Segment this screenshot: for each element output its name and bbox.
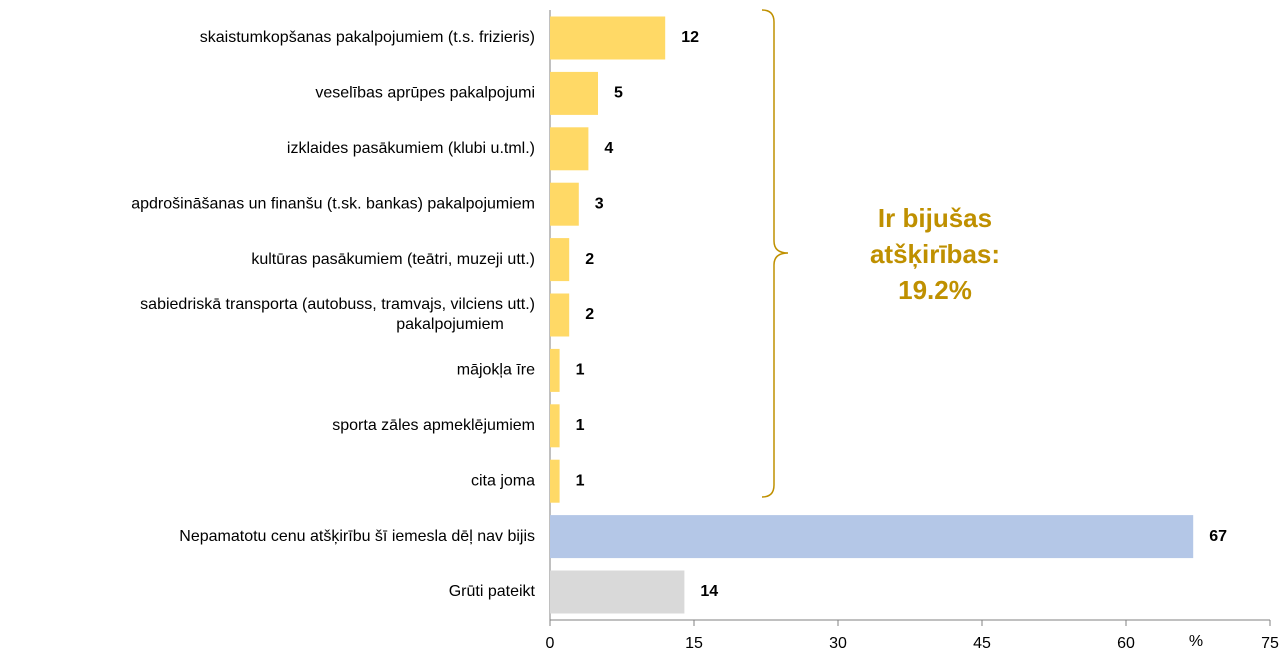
bar	[550, 459, 560, 503]
bar	[550, 127, 589, 171]
data-label: 12	[681, 29, 699, 46]
y-tick-label: apdrošināšanas un finanšu (t.sk. bankas)…	[131, 195, 535, 212]
data-label: 2	[585, 306, 594, 323]
data-label: 14	[700, 583, 718, 600]
data-label: 3	[595, 195, 604, 212]
data-label: 1	[576, 417, 585, 434]
data-label: 1	[576, 362, 585, 379]
annotation: Ir bijušas	[878, 203, 992, 233]
y-tick-label: kultūras pasākumiem (teātri, muzeji utt.…	[251, 251, 535, 268]
data-label: 4	[604, 140, 613, 157]
bar	[550, 16, 666, 60]
x-tick-label: 60	[1117, 635, 1135, 652]
bar	[550, 238, 570, 282]
x-tick-label: 0	[546, 635, 555, 652]
annotation: atšķirības:	[870, 239, 1000, 269]
y-tick-label-line: sabiedriskā transporta (autobuss, tramva…	[140, 296, 535, 313]
bar	[550, 293, 570, 337]
y-tick-label: cita joma	[471, 472, 535, 489]
x-unit: %	[1189, 633, 1203, 650]
x-tick-label: 30	[829, 635, 847, 652]
bar	[550, 348, 560, 392]
bar	[550, 570, 685, 614]
bracket	[761, 9, 789, 498]
y-tick-label: sporta zāles apmeklējumiem	[332, 417, 535, 434]
x-tick-label: 15	[685, 635, 703, 652]
data-label: 1	[576, 472, 585, 489]
y-tick-label: Grūti pateikt	[449, 583, 536, 600]
bar	[550, 182, 579, 226]
data-label: 2	[585, 251, 594, 268]
y-tick-label: Nepamatotu cenu atšķirību šī iemesla dēļ…	[179, 528, 535, 545]
bar	[550, 404, 560, 448]
data-label: 5	[614, 85, 623, 102]
y-tick-label: izklaides pasākumiem (klubi u.tml.)	[287, 140, 535, 157]
y-tick-label-line: pakalpojumiem	[396, 316, 504, 333]
y-tick-label: veselības aprūpes pakalpojumi	[315, 85, 535, 102]
y-tick-label: skaistumkopšanas pakalpojumiem (t.s. fri…	[200, 29, 535, 46]
y-tick-label: sabiedriskā transporta (autobuss, tramva…	[140, 296, 535, 333]
x-tick-label: 45	[973, 635, 991, 652]
bar	[550, 71, 598, 115]
annotation: 19.2%	[898, 275, 972, 305]
bar	[550, 515, 1194, 559]
x-tick-label: 75	[1261, 635, 1279, 652]
data-label: 67	[1209, 528, 1227, 545]
y-tick-label: mājokļa īre	[457, 362, 535, 379]
